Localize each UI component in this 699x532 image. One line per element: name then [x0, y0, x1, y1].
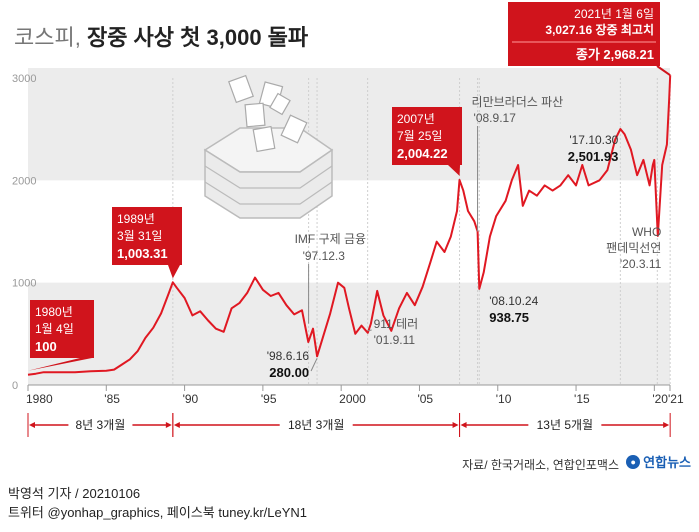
chart-title: 코스피, 장중 사상 첫 3,000 돌파: [14, 20, 308, 52]
grid-band: [28, 78, 670, 181]
title-main: 장중 사상 첫 3,000 돌파: [86, 25, 309, 50]
callout-pointer: [656, 65, 671, 77]
x-tick-label: 2000: [339, 392, 366, 406]
x-tick-label: '95: [261, 392, 277, 406]
x-tick-label: 1980: [26, 392, 53, 406]
paper-sheet: [280, 114, 308, 144]
callout-box: [30, 300, 94, 358]
x-tick-label: '20: [652, 392, 668, 406]
callout-pointer: [28, 358, 92, 371]
event-label: 911 테러: [374, 317, 419, 331]
callout-date: 1980년: [35, 305, 73, 319]
callout-date: 2007년: [397, 112, 435, 126]
paper-sheet: [252, 125, 276, 153]
callout-box: [392, 107, 462, 165]
low-date: '98.6.16: [267, 349, 310, 363]
source-text: 자료/ 한국거래소, 연합인포맥스: [462, 458, 619, 472]
callout-box: [508, 2, 660, 66]
callout-date: 1989년: [117, 212, 155, 226]
x-tick-label: '15: [574, 392, 590, 406]
box-side: [204, 148, 333, 219]
low-date: '08.10.24: [489, 294, 538, 308]
event-date: '01.9.11: [374, 333, 416, 347]
callout-close: 종가 2,968.21: [576, 47, 654, 62]
callout-date: 2021년 1월 6일: [574, 7, 654, 21]
low-value: 280.00: [269, 365, 309, 380]
grid-band: [28, 68, 670, 78]
yonhap-logo-text: 연합뉴스: [643, 455, 691, 470]
event-date: '20.3.11: [620, 257, 662, 271]
event-label2: 팬데믹선언: [606, 241, 661, 255]
x-tick-label: '85: [104, 392, 120, 406]
title-prefix: 코스피,: [14, 25, 81, 50]
box-line: [204, 181, 333, 205]
y-tick-label: 1000: [12, 278, 36, 290]
low-value: 938.75: [489, 310, 529, 325]
span-arrow: [663, 422, 670, 428]
paper-sheet: [244, 102, 266, 128]
byline-author: 박영석 기자 / 20210106: [8, 486, 141, 501]
callout-date2: 3월 31일: [117, 229, 162, 243]
event-label: 리만브라더스 파산: [472, 95, 564, 109]
yonhap-logo-icon: ●: [626, 454, 641, 469]
span-arrow: [460, 422, 467, 428]
x-tick-label: '90: [183, 392, 199, 406]
x-tick-label: '05: [417, 392, 433, 406]
y-tick-label: 3000: [12, 73, 36, 85]
span-arrow: [29, 422, 35, 428]
callout-date2: 7월 25일: [397, 129, 442, 143]
y-tick-label: 2000: [12, 175, 36, 187]
span-arrow: [452, 422, 459, 428]
event-pointer: [367, 329, 372, 332]
box-line: [204, 165, 333, 189]
grid-band: [28, 282, 670, 385]
event-date: '97.12.3: [303, 249, 346, 263]
paper-box-illustration: [203, 74, 334, 219]
callout-value: 3,027.16 장중 최고치: [545, 22, 654, 37]
byline-social: 트위터 @yonhap_graphics, 페이스북 tuney.kr/LeYN…: [8, 505, 308, 520]
paper-sheet: [228, 74, 254, 104]
callout-date2: 1월 4일: [35, 322, 74, 336]
callout-value: 100: [35, 339, 57, 354]
span-label: 18년 3개월: [288, 418, 344, 432]
low-pointer: [310, 358, 318, 372]
yonhap-logo: ● 연합뉴스: [626, 452, 691, 471]
x-tick-label: '10: [496, 392, 512, 406]
span-arrow: [173, 422, 180, 428]
index-line: [27, 75, 672, 376]
event-date: '08.9.17: [474, 111, 517, 125]
callout-pointer: [448, 165, 460, 176]
high-date: '17.10.30: [569, 133, 618, 147]
y-tick-label: 0: [12, 380, 18, 392]
callout-value: 1,003.31: [117, 246, 168, 261]
span-label: 13년 5개월: [537, 418, 593, 432]
callout-value: 2,004.22: [397, 146, 448, 161]
span-label: 8년 3개월: [76, 418, 126, 432]
callout-box: [112, 207, 182, 265]
span-arrow: [165, 422, 172, 428]
byline: 박영석 기자 / 20210106 트위터 @yonhap_graphics, …: [8, 484, 307, 522]
event-label: WHO: [632, 225, 661, 239]
paper-sheet: [269, 92, 291, 116]
event-label: IMF 구제 금융: [295, 232, 367, 246]
high-value: 2,501.93: [568, 149, 619, 164]
callout-pointer: [168, 265, 180, 279]
x-tick-label: '21: [668, 392, 684, 406]
